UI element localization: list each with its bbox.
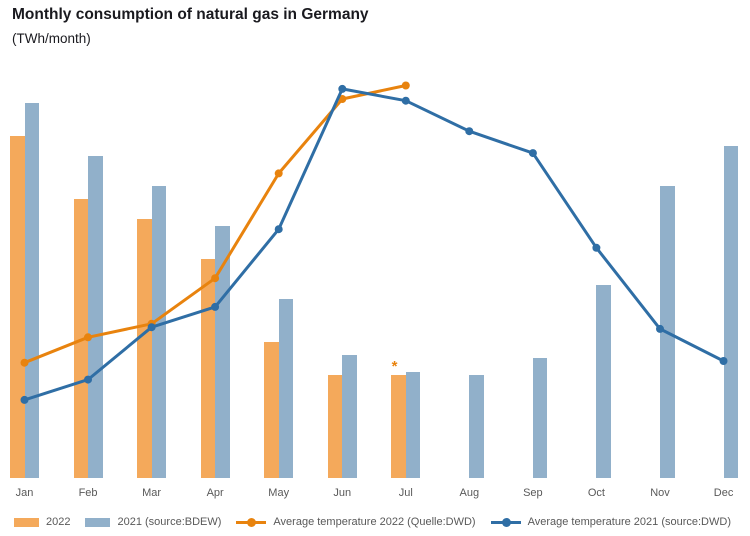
x-axis-label-feb: Feb: [78, 487, 98, 499]
bar-2022-feb: [73, 199, 89, 478]
legend-label: 2021 (source:BDEW): [117, 516, 222, 528]
line-average-temperature-2021-source-dwd: [23, 87, 725, 402]
legend-item-2021-source-bdew: 2021 (source:BDEW): [85, 516, 221, 528]
x-axis-label-jul: Jul: [398, 487, 413, 499]
x-axis-label-aug: Aug: [459, 487, 480, 499]
chart-subtitle: (TWh/month): [12, 31, 91, 46]
point-average-temperature-2021-source-dwd-may: [274, 225, 283, 234]
bar-2021-mar: [151, 185, 167, 478]
x-axis-label-dec: Dec: [713, 487, 734, 499]
point-average-temperature-2021-source-dwd-jun: [338, 84, 347, 93]
legend-bar-swatch-icon: [85, 517, 111, 527]
point-average-temperature-2021-source-dwd-jul: [401, 96, 410, 105]
chart-title: Monthly consumption of natural gas in Ge…: [12, 6, 369, 23]
point-average-temperature-2022-quelle-dwd-jan: [20, 358, 29, 367]
legend-line-marker-icon: [490, 517, 521, 527]
bar-2022-jan: [10, 136, 25, 478]
bar-2022-jun: [327, 375, 343, 478]
point-average-temperature-2022-quelle-dwd-jul: [401, 81, 410, 90]
point-average-temperature-2021-source-dwd-aug: [465, 127, 474, 136]
legend-line-dot: [501, 517, 511, 527]
point-average-temperature-2021-source-dwd-apr: [211, 302, 220, 311]
point-average-temperature-2022-quelle-dwd-apr: [211, 274, 220, 283]
legend-item-average-temperature-2022: Average temperature 2022 (Quelle:DWD): [236, 516, 476, 528]
bar-2021-jun: [342, 355, 357, 478]
x-axis-label-may: May: [268, 487, 290, 499]
legend-label: Average temperature 2021 (source:DWD): [527, 516, 731, 528]
x-axis-label-oct: Oct: [587, 487, 605, 499]
x-axis-label-sep: Sep: [523, 487, 543, 499]
point-average-temperature-2021-source-dwd-sep: [528, 149, 537, 158]
line-average-temperature-2022-quelle-dwd: [23, 84, 408, 365]
point-average-temperature-2021-source-dwd-nov: [656, 324, 664, 333]
legend-label: 2022: [46, 516, 71, 528]
point-average-temperature-2021-source-dwd-dec: [719, 357, 728, 365]
point-average-temperature-2021-source-dwd-jan: [20, 395, 29, 404]
bar-2021-feb: [88, 155, 103, 478]
point-average-temperature-2021-source-dwd-feb: [84, 375, 92, 384]
bar-2022-jul: [391, 375, 406, 478]
footnote-asterisk: *: [391, 358, 398, 376]
bar-2022-mar: [137, 219, 152, 478]
x-axis-label-nov: Nov: [650, 487, 670, 499]
legend-item-2022: 2022: [14, 516, 70, 528]
legend: 2022 2021 (source:BDEW) Average temperatur…: [14, 511, 731, 533]
bar-2021-aug: [469, 375, 484, 478]
point-average-temperature-2021-source-dwd-mar: [147, 323, 156, 332]
x-axis-label-jan: Jan: [15, 487, 34, 499]
point-average-temperature-2021-source-dwd-oct: [592, 243, 601, 252]
bar-2021-jul: [405, 371, 421, 478]
x-axis-label-apr: Apr: [206, 487, 224, 499]
legend-bar-swatch-icon: [14, 517, 39, 527]
bar-2021-oct: [596, 285, 611, 478]
x-axis-label-jun: Jun: [333, 487, 352, 499]
point-average-temperature-2022-quelle-dwd-jun: [338, 95, 347, 103]
legend-item-average-temperature-2021: Average temperature 2021 (source:DWD): [490, 516, 731, 528]
bar-2022-apr: [200, 258, 216, 478]
x-axis-label-mar: Mar: [142, 487, 162, 499]
bar-2021-sep: [532, 358, 548, 478]
legend-line-marker-icon: [236, 517, 267, 527]
bar-2021-dec: [723, 146, 739, 478]
point-average-temperature-2022-quelle-dwd-feb: [84, 333, 92, 342]
bar-2021-apr: [215, 225, 230, 478]
legend-line-dot: [247, 517, 257, 527]
bar-2021-jan: [24, 102, 39, 478]
bar-2022-may: [264, 341, 279, 478]
bar-2021-may: [278, 298, 294, 478]
point-average-temperature-2022-quelle-dwd-may: [274, 169, 283, 178]
legend-label: Average temperature 2022 (Quelle:DWD): [273, 516, 476, 528]
